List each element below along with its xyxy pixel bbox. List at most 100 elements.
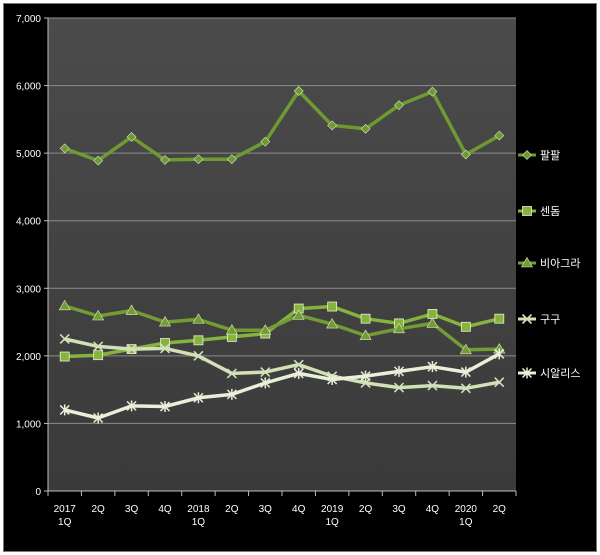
- x-tick-label: 1Q: [459, 517, 473, 528]
- legend-marker: [522, 206, 532, 216]
- x-tick-label: 1Q: [325, 517, 339, 528]
- y-tick-label: 0: [35, 487, 41, 498]
- data-point: [158, 315, 172, 327]
- data-point: [293, 359, 304, 370]
- data-point: [59, 143, 70, 154]
- data-point: [494, 313, 505, 324]
- data-point: [326, 317, 339, 329]
- data-point: [460, 321, 471, 332]
- x-tick-label: 1Q: [58, 517, 72, 528]
- data-point: [494, 377, 505, 388]
- x-tick-label: 2017: [54, 504, 77, 515]
- data-point: [93, 412, 104, 424]
- legend-marker: [520, 256, 534, 268]
- data-point: [460, 366, 471, 378]
- data-point: [359, 329, 372, 340]
- x-tick-label: 3Q: [392, 504, 406, 515]
- plot-area: [48, 18, 516, 491]
- x-axis: 2017 1Q 2Q 3Q 4Q 2018 1Q 2Q 3Q 4Q 2019 1Q 2Q 3Q 4Q 2020…: [47, 490, 517, 528]
- data-point: [193, 392, 204, 404]
- y-tick-label: 3,000: [16, 284, 41, 295]
- legend-item: 팔팔: [518, 149, 560, 162]
- legend-item: 센돔: [518, 205, 560, 218]
- x-tick-label: 2019: [321, 504, 344, 515]
- data-point: [159, 401, 171, 413]
- data-point: [126, 132, 137, 142]
- data-point: [93, 341, 104, 352]
- x-tick-label: 2Q: [359, 504, 373, 515]
- series-line: [64, 304, 500, 352]
- data-point: [327, 120, 338, 131]
- data-point: [327, 301, 338, 312]
- data-point: [427, 86, 438, 97]
- legend-label: 센돔: [540, 205, 560, 218]
- data-point: [193, 350, 204, 361]
- data-point: [259, 324, 272, 335]
- data-point: [225, 324, 238, 335]
- data-point: [460, 383, 471, 394]
- data-point: [360, 123, 371, 134]
- data-point: [392, 322, 406, 334]
- x-tick-label: 2Q: [91, 504, 105, 515]
- y-tick-label: 4,000: [16, 217, 41, 228]
- x-tick-label: 2Q: [493, 504, 507, 515]
- data-point: [292, 309, 305, 320]
- series-line: [64, 337, 500, 391]
- legend-marker: [521, 367, 533, 379]
- data-point: [260, 136, 271, 147]
- data-point: [192, 313, 205, 324]
- x-tick-label: 1Q: [192, 517, 206, 528]
- data-point: [159, 343, 171, 354]
- series-line: [64, 89, 501, 163]
- data-point: [59, 404, 70, 416]
- data-point: [293, 86, 304, 96]
- gridlines: [48, 17, 516, 424]
- data-point: [394, 100, 404, 111]
- data-point: [226, 388, 237, 400]
- series-4: [59, 348, 505, 424]
- data-point: [193, 335, 204, 346]
- legend-item: 시알리스: [518, 366, 580, 380]
- y-tick-label: 6,000: [16, 82, 41, 93]
- y-tick-label: 2,000: [16, 352, 41, 363]
- data-point: [59, 351, 70, 362]
- data-point: [125, 304, 138, 315]
- data-point: [260, 377, 271, 389]
- data-point: [93, 155, 104, 166]
- data-point: [327, 374, 338, 386]
- data-point: [226, 154, 237, 165]
- legend-marker: [522, 150, 532, 160]
- legend-marker: [521, 313, 533, 325]
- data-point: [126, 400, 137, 412]
- data-point: [226, 368, 237, 379]
- series-0: [59, 86, 505, 166]
- data-point: [393, 365, 405, 377]
- data-point: [427, 380, 438, 391]
- series-2: [58, 299, 506, 355]
- x-tick-label: 2020: [455, 504, 478, 515]
- x-tick-label: 2018: [187, 504, 210, 515]
- data-point: [58, 299, 71, 311]
- y-tick-label: 5,000: [16, 149, 41, 160]
- legend-label: 시알리스: [540, 366, 580, 380]
- legend-item: 비아그라: [518, 256, 580, 270]
- x-tick-label: 4Q: [426, 504, 440, 515]
- legend-item: 구구: [518, 313, 560, 326]
- y-tick-label: 7,000: [16, 14, 41, 25]
- data-point: [193, 154, 204, 165]
- series-3: [59, 333, 505, 394]
- data-point: [293, 367, 304, 379]
- data-point: [260, 367, 271, 378]
- x-tick-label: 4Q: [158, 504, 172, 515]
- y-tick-label: 1,000: [16, 419, 41, 430]
- data-point: [393, 382, 405, 393]
- legend-label: 구구: [540, 314, 560, 326]
- data-point: [427, 361, 438, 373]
- data-point: [494, 130, 505, 141]
- x-tick-label: 4Q: [292, 504, 306, 515]
- data-point: [360, 370, 371, 382]
- x-tick-label: 2Q: [225, 504, 239, 515]
- y-axis: 0 1,000 2,000 3,000 4,000 5,000 6,000 7,000: [16, 14, 49, 498]
